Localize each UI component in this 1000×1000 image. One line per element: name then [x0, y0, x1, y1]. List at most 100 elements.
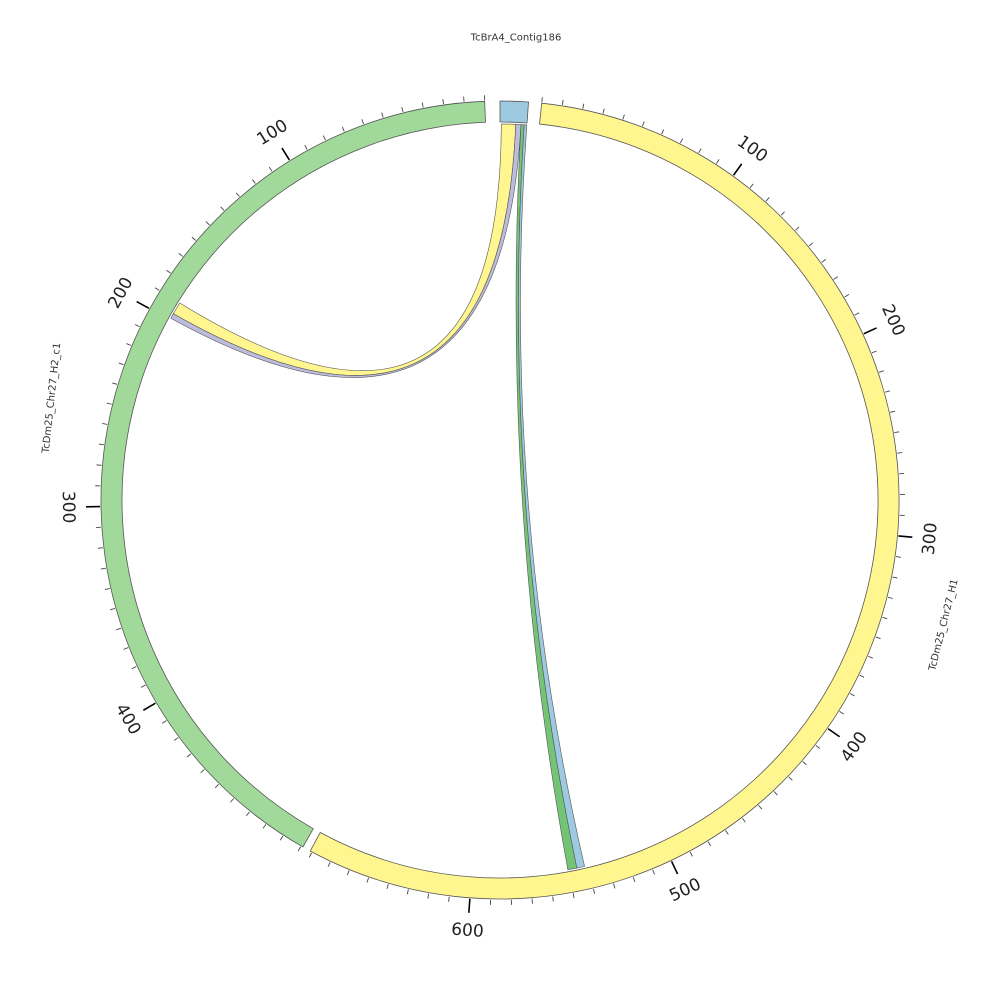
tick-h2-80: [322, 135, 326, 141]
tick-h1-620: [427, 893, 430, 899]
tick-h1-660: [346, 870, 350, 876]
tick-h2-220: [126, 343, 132, 346]
tick-h1-200: [863, 327, 877, 335]
tick-h1-670: [327, 861, 331, 867]
tick-h2-70: [341, 126, 345, 132]
tick-h1-260: [897, 452, 903, 454]
tick-h2-380: [131, 666, 137, 670]
tick-h1-530: [613, 883, 616, 889]
tick-h2-450: [214, 784, 220, 789]
tick-h1-210: [871, 350, 877, 354]
tick-h2-340: [104, 587, 110, 590]
tick-h2-270: [98, 443, 104, 446]
tick-h2-350: [110, 608, 116, 611]
tick-h1-90: [716, 159, 720, 164]
tick-h2-30: [421, 102, 424, 108]
tick-h1-390: [839, 711, 845, 715]
tick-h2-210: [134, 324, 140, 328]
tick-h1-460: [741, 817, 746, 823]
tick-h2-120: [251, 179, 256, 184]
tick-h1-520: [632, 877, 636, 883]
tick-h1-420: [802, 761, 807, 766]
tick-h1-30: [602, 108, 605, 114]
tick-h1-170: [833, 276, 839, 280]
tick-h2-370: [123, 647, 129, 650]
tick-h1-130: [780, 211, 785, 216]
tick-h2-130: [235, 192, 240, 197]
segments-layer: [100, 100, 900, 900]
tick-h2-490: [279, 835, 284, 841]
tick-h1-490: [689, 851, 693, 857]
tick-h1-220: [878, 370, 884, 373]
tick-h1-40: [622, 114, 625, 120]
tick-h2-240: [112, 382, 118, 385]
tick-h2-320: [97, 547, 103, 549]
tick-h1-550: [572, 893, 575, 899]
tick-h1-560: [552, 896, 554, 902]
tick-h1-150: [808, 242, 814, 247]
tick-h2-90: [304, 144, 308, 150]
tick-label-h2-200: 200: [104, 274, 137, 312]
tick-h2-170: [178, 253, 183, 257]
tick-h1-240: [890, 410, 896, 413]
tick-h2-160: [191, 236, 197, 241]
link-contig-h2-purple: [170, 124, 522, 378]
tick-h1-60: [661, 129, 665, 135]
tick-h1-110: [749, 183, 754, 189]
segment-label-contig: TcBrA4_Contig186: [470, 33, 562, 44]
tick-label-h1-500: 500: [666, 874, 704, 906]
tick-label-h2-100: 100: [253, 116, 291, 150]
tick-h1-600: [468, 898, 471, 913]
tick-h2-360: [116, 627, 122, 631]
tick-h2-390: [140, 684, 146, 688]
tick-h1-190: [854, 312, 860, 316]
tick-label-h1-400: 400: [837, 728, 872, 766]
tick-h1-300: [898, 535, 913, 539]
tick-h2-330: [100, 567, 106, 570]
tick-h2-420: [173, 737, 179, 741]
segment-contig: [499, 100, 529, 124]
tick-h2-20: [442, 98, 444, 105]
tick-h1-0: [541, 97, 543, 103]
tick-h1-640: [386, 883, 389, 890]
tick-h1-380: [849, 693, 855, 697]
tick-h1-250: [894, 431, 900, 434]
tick-h2-430: [186, 753, 192, 758]
tick-h1-100: [732, 163, 743, 176]
tick-h1-610: [448, 896, 450, 902]
tick-h1-120: [765, 197, 770, 202]
tick-h1-360: [868, 655, 874, 659]
tick-h1-70: [679, 138, 684, 144]
tick-h1-680: [308, 852, 313, 858]
links-layer: [170, 123, 585, 871]
segment-h1: [309, 102, 900, 900]
tick-h1-430: [788, 776, 793, 781]
tick-h1-50: [642, 121, 645, 127]
tick-h2-190: [154, 287, 160, 291]
tick-h1-480: [707, 841, 712, 847]
tick-h2-180: [166, 269, 171, 274]
ticks-layer: [86, 95, 913, 913]
tick-h1-510: [652, 869, 655, 875]
tick-h1-230: [885, 390, 891, 393]
tick-h2-410: [161, 720, 167, 724]
tick-h1-180: [844, 294, 850, 298]
tick-h1-10: [561, 99, 564, 105]
link-contig-h1-blue: [518, 124, 585, 869]
tick-h2-110: [268, 166, 273, 172]
link-contig-h2-yellow: [172, 123, 517, 376]
tick-label-h2-300: 300: [58, 491, 79, 524]
tick-h2-500: [297, 846, 301, 852]
tick-h1-320: [892, 576, 898, 579]
segment-label-h1: TcDm25_Chr27_H1: [927, 578, 961, 673]
tick-h1-340: [882, 616, 888, 620]
tick-h2-140: [220, 206, 225, 211]
tick-label-h2-400: 400: [111, 700, 145, 738]
tick-label-h1-300: 300: [919, 522, 942, 556]
tick-h1-540: [593, 888, 596, 894]
tick-h1-650: [366, 877, 370, 883]
tick-h1-370: [859, 674, 865, 678]
tick-h2-50: [381, 112, 384, 118]
